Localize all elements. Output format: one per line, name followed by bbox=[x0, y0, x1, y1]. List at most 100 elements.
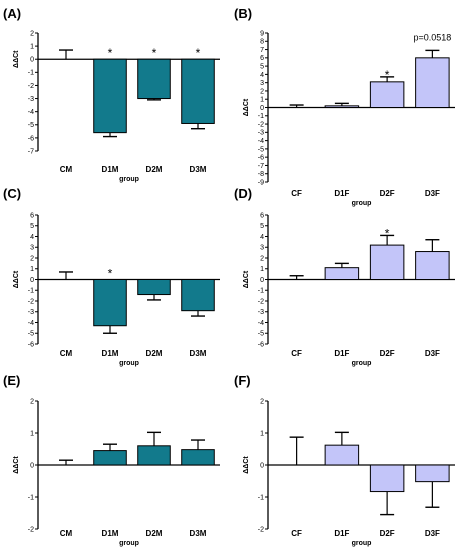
bar bbox=[137, 58, 171, 100]
bar bbox=[137, 279, 171, 296]
y-tick-label: 5 bbox=[260, 223, 264, 230]
y-tick-label: 0 bbox=[30, 277, 34, 284]
y-tick-label: -5 bbox=[258, 146, 264, 153]
y-tick-label: -4 bbox=[28, 109, 34, 116]
chart-panel: (A) 2 1 0 -1 -2 -3 -4 -5 -6 -7 ΔΔCt CM * D1M * D2M * D3M gr… bbox=[3, 6, 220, 183]
bar bbox=[415, 57, 450, 108]
panel-label: (B) bbox=[234, 6, 252, 21]
y-axis-title: ΔΔCt bbox=[13, 270, 20, 288]
y-tick-label: -4 bbox=[28, 320, 34, 327]
x-category-label: CF bbox=[291, 189, 302, 198]
y-tick-label: -4 bbox=[258, 138, 264, 145]
y-tick-label: 1 bbox=[30, 430, 34, 437]
y-tick-label: 3 bbox=[260, 245, 264, 252]
panel-label: (F) bbox=[234, 373, 251, 388]
y-tick-label: 0 bbox=[30, 57, 34, 64]
y-tick-label: 2 bbox=[30, 30, 34, 37]
y-tick-label: 2 bbox=[260, 255, 264, 262]
y-tick-label: 3 bbox=[260, 80, 264, 87]
bar bbox=[324, 444, 360, 466]
y-axis-title: ΔΔCt bbox=[13, 456, 20, 474]
y-tick-label: -1 bbox=[28, 288, 34, 295]
bar bbox=[93, 279, 127, 327]
y-tick-label: -5 bbox=[258, 331, 264, 338]
y-tick-label: 2 bbox=[30, 255, 34, 262]
bar bbox=[415, 251, 450, 281]
significance-marker: * bbox=[108, 267, 113, 281]
x-category-label: D1M bbox=[102, 165, 119, 174]
x-category-label: D2F bbox=[380, 349, 395, 358]
y-tick-label: -6 bbox=[28, 135, 34, 142]
x-axis-title: group bbox=[119, 176, 139, 183]
significance-marker: * bbox=[196, 46, 201, 60]
x-category-label: D3F bbox=[425, 189, 440, 198]
y-axis-title: ΔΔCt bbox=[243, 270, 250, 288]
bar bbox=[181, 58, 215, 124]
x-axis-title: group bbox=[119, 360, 139, 367]
y-tick-label: 0 bbox=[260, 277, 264, 284]
bar bbox=[181, 449, 215, 466]
panel-label: (D) bbox=[234, 186, 252, 201]
x-category-label: D2M bbox=[146, 165, 163, 174]
y-tick-label: -1 bbox=[258, 494, 264, 501]
bar bbox=[415, 464, 450, 483]
y-tick-label: 1 bbox=[30, 266, 34, 273]
x-category-label: D2F bbox=[380, 189, 395, 198]
chart-panel: (C) 6 5 4 3 2 1 0 -1 -2 -3 -4 -5 -6 ΔΔCt CM * D1M D2M D3M gr… bbox=[3, 186, 220, 367]
y-tick-label: -6 bbox=[258, 155, 264, 162]
y-tick-label: -8 bbox=[258, 171, 264, 178]
y-tick-label: 5 bbox=[30, 223, 34, 230]
y-tick-label: 6 bbox=[30, 212, 34, 219]
x-category-label: CM bbox=[60, 349, 73, 358]
x-axis-title: group bbox=[352, 200, 372, 207]
chart-panel: (D) 6 5 4 3 2 1 0 -1 -2 -3 -4 -5 -6 ΔΔCt CF D1F * D2F D3F gr… bbox=[234, 186, 455, 367]
y-tick-label: 1 bbox=[30, 44, 34, 51]
y-tick-label: 4 bbox=[260, 234, 264, 241]
y-tick-label: -1 bbox=[258, 113, 264, 120]
y-tick-label: -1 bbox=[28, 70, 34, 77]
y-tick-label: 1 bbox=[260, 430, 264, 437]
x-category-label: D2M bbox=[146, 349, 163, 358]
x-category-label: D1M bbox=[102, 529, 119, 538]
y-tick-label: 6 bbox=[260, 55, 264, 62]
bar bbox=[369, 81, 405, 109]
y-tick-label: 4 bbox=[260, 72, 264, 79]
y-tick-label: -1 bbox=[28, 494, 34, 501]
x-axis-title: group bbox=[119, 540, 139, 547]
x-category-label: D2M bbox=[146, 529, 163, 538]
x-category-label: D3F bbox=[425, 529, 440, 538]
y-tick-label: 0 bbox=[260, 462, 264, 469]
y-tick-label: -2 bbox=[258, 526, 264, 533]
significance-marker: * bbox=[385, 226, 390, 240]
y-tick-label: -2 bbox=[258, 298, 264, 305]
x-category-label: D1F bbox=[334, 349, 349, 358]
y-tick-label: -2 bbox=[28, 526, 34, 533]
chart-panel: (E) 2 1 0 -1 -2 ΔΔCt CM D1M D2M D3M group bbox=[3, 373, 220, 547]
x-axis-title: group bbox=[352, 360, 372, 367]
y-tick-label: -2 bbox=[258, 121, 264, 128]
y-tick-label: -6 bbox=[258, 341, 264, 348]
p-value-annotation: p=0.0518 bbox=[413, 32, 451, 42]
x-category-label: CF bbox=[291, 349, 302, 358]
bar bbox=[324, 267, 360, 280]
y-tick-label: 5 bbox=[260, 64, 264, 71]
y-tick-label: 1 bbox=[260, 97, 264, 104]
x-category-label: CM bbox=[60, 165, 73, 174]
panel-label: (A) bbox=[3, 6, 21, 21]
bar bbox=[93, 58, 127, 134]
y-tick-label: -3 bbox=[258, 309, 264, 316]
bar bbox=[324, 105, 360, 108]
y-tick-label: -3 bbox=[28, 309, 34, 316]
x-category-label: D3F bbox=[425, 349, 440, 358]
y-tick-label: -4 bbox=[258, 320, 264, 327]
y-tick-label: -5 bbox=[28, 122, 34, 129]
y-tick-label: -7 bbox=[258, 163, 264, 170]
x-category-label: D1F bbox=[334, 189, 349, 198]
significance-marker: * bbox=[385, 68, 390, 82]
y-tick-label: 4 bbox=[30, 234, 34, 241]
x-category-label: D1F bbox=[334, 529, 349, 538]
y-axis-title: ΔΔCt bbox=[243, 98, 250, 116]
y-tick-label: -5 bbox=[28, 331, 34, 338]
